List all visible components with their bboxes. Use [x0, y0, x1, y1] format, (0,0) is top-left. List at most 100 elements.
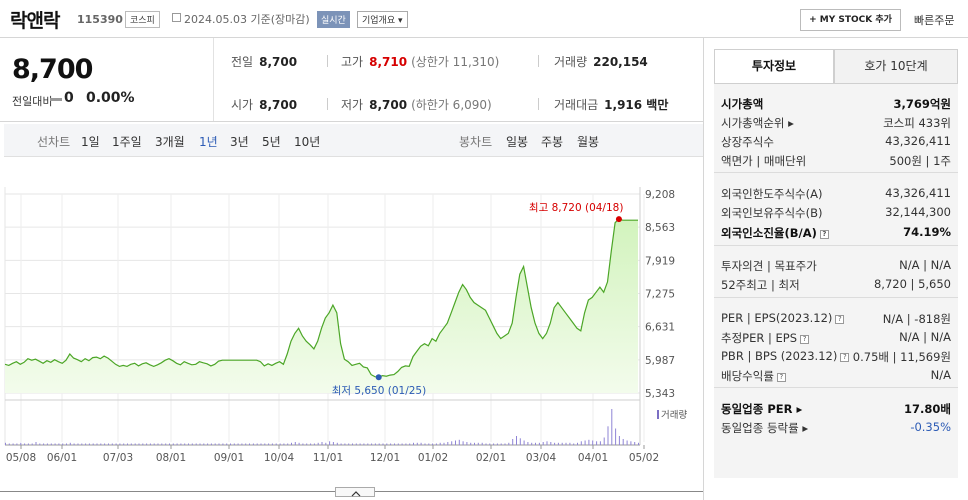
help-icon[interactable]: ? [819, 230, 829, 239]
volume-bar [123, 443, 125, 445]
volume-bar [283, 443, 285, 445]
volume-bar [401, 443, 403, 445]
help-icon[interactable]: ? [800, 335, 810, 344]
volume-bar [195, 443, 197, 445]
volume-bar [176, 443, 178, 445]
volume-bar [142, 443, 144, 445]
divider [714, 245, 958, 246]
x-tick-label: 01/02 [418, 452, 448, 464]
info-label: 시가총액순위 ▸ [721, 116, 794, 130]
help-icon[interactable]: ? [835, 315, 845, 324]
volume-bar [115, 443, 117, 445]
stat-amount-label: 거래대금 [554, 98, 599, 112]
info-label: PBR | BPS (2023.12)? [721, 349, 850, 363]
info-label: 동일업종 PER ▸ [721, 402, 803, 416]
stat-open: 시가 8,700 [231, 96, 297, 113]
stock-name: 락앤락 [10, 10, 60, 32]
volume-bar [359, 443, 361, 445]
volume-bar [291, 442, 292, 446]
volume-bar [340, 443, 342, 445]
volume-bar [397, 443, 399, 445]
info-value: 코스피 433위 [883, 116, 951, 130]
volume-bar [603, 437, 605, 445]
divider [538, 98, 539, 110]
volume-bar [66, 443, 67, 445]
upper-limit: (상한가 11,310) [411, 55, 500, 69]
candle-tab-weekly[interactable]: 주봉 [541, 135, 564, 149]
period-tab-3m[interactable]: 3개월 [155, 135, 185, 149]
volume-bar [550, 442, 552, 445]
stat-low-label: 저가 [341, 98, 364, 112]
volume-bar [313, 443, 315, 445]
candle-tab-daily[interactable]: 일봉 [506, 135, 529, 149]
stat-volume-label: 거래량 [554, 55, 588, 69]
volume-bar [638, 442, 639, 446]
stat-amount-value: 1,916 백만 [604, 98, 669, 112]
period-tab-5y[interactable]: 5년 [262, 135, 281, 149]
period-tab-1w[interactable]: 1주일 [112, 135, 142, 149]
volume-bar [8, 443, 10, 445]
x-tick-label: 05/08 [6, 452, 36, 464]
volume-bar [88, 443, 90, 445]
volume-bar [512, 439, 514, 445]
realtime-button[interactable]: 실시간 [317, 11, 350, 28]
volume-bar [622, 439, 624, 445]
high-annotation: 최고 8,720 (04/18) [529, 202, 624, 214]
y-tick-label: 6,631 [645, 322, 675, 334]
volume-bar [592, 440, 594, 445]
volume-bar [542, 442, 544, 445]
help-icon[interactable]: ? [840, 353, 850, 362]
volume-bar [172, 443, 174, 445]
candle-tab-monthly[interactable]: 월봉 [577, 135, 600, 149]
high-marker [615, 216, 622, 223]
x-tick-label: 06/01 [47, 452, 77, 464]
volume-bar [20, 442, 22, 446]
info-value: 43,326,411 [885, 186, 951, 200]
volume-bar [378, 443, 380, 445]
volume-bar [12, 443, 14, 445]
volume-bar [184, 443, 186, 445]
x-tick-label: 07/03 [103, 452, 133, 464]
volume-bar [230, 443, 231, 445]
volume-bar [39, 443, 41, 445]
stat-prev-label: 전일 [231, 55, 254, 69]
info-label: 동일업종 등락률 ▸ [721, 421, 809, 435]
info-label: 외국인소진율(B/A)? [721, 225, 829, 241]
period-tab-10y[interactable]: 10년 [294, 135, 321, 149]
panel-tabs: 투자정보 호가 10단계 [714, 49, 958, 84]
tab-investment-info[interactable]: 투자정보 [714, 49, 834, 84]
volume-bar [96, 443, 98, 445]
volume-bar [104, 443, 106, 445]
info-label: 액면가 | 매매단위 [721, 154, 807, 168]
volume-bar [271, 443, 273, 445]
market-badge: 코스피 [125, 11, 160, 28]
volume-bar [531, 442, 533, 446]
tab-orderbook-10[interactable]: 호가 10단계 [834, 49, 958, 84]
volume-bar [218, 443, 220, 445]
volume-bar [146, 443, 148, 445]
volume-bar [493, 443, 495, 445]
y-tick-label: 7,919 [645, 255, 675, 267]
volume-bar [424, 443, 426, 445]
volume-bar [516, 436, 517, 445]
volume-bar [466, 442, 468, 445]
volume-bar [538, 442, 540, 446]
volume-bar [329, 441, 331, 446]
collapse-chart-button[interactable] [335, 487, 375, 497]
volume-bar [306, 443, 308, 445]
volume-bar [462, 441, 464, 446]
my-stock-add-button[interactable]: + MY STOCK 추가 [800, 9, 901, 31]
help-icon[interactable]: ? [776, 373, 786, 382]
company-overview-button[interactable]: 기업개요 ▾ [357, 11, 408, 28]
volume-bar [435, 443, 437, 445]
period-tab-1y[interactable]: 1년 [199, 135, 218, 149]
low-marker [375, 374, 382, 381]
volume-bar [561, 442, 563, 446]
period-tab-1d[interactable]: 1일 [81, 135, 100, 149]
quick-order-link[interactable]: 빠른주문 [914, 14, 955, 27]
info-value: N/A | N/A [899, 258, 951, 272]
volume-bar [85, 443, 87, 445]
price-chart[interactable]: 9,208 8,563 7,919 7,275 6,631 5,987 5,343 최고 8,… [0, 157, 703, 500]
period-tab-3y[interactable]: 3년 [230, 135, 249, 149]
volume-bar [43, 443, 45, 445]
